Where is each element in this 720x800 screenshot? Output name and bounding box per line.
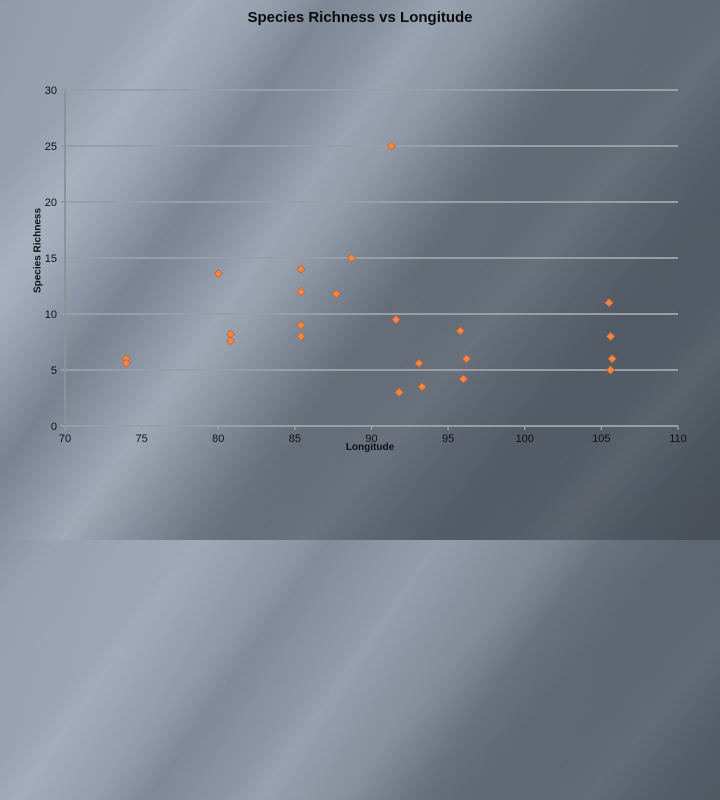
x-tick-label: 70 — [59, 433, 71, 445]
x-tick-label: 85 — [289, 433, 301, 445]
data-point-marker — [414, 358, 424, 368]
data-point-marker — [606, 331, 616, 341]
x-tick-label: 105 — [592, 433, 610, 445]
data-point-marker — [458, 374, 469, 384]
data-point-marker — [296, 320, 306, 330]
data-point-marker — [296, 264, 306, 274]
y-tick-label: 30 — [45, 85, 57, 97]
data-point-marker — [225, 336, 236, 346]
x-tick-label: 75 — [136, 433, 148, 445]
data-point-marker — [121, 358, 131, 368]
data-point-marker — [296, 331, 306, 341]
data-point-marker — [347, 253, 357, 263]
data-point-marker — [213, 269, 223, 279]
x-tick-label: 80 — [212, 433, 224, 445]
data-point-marker — [394, 387, 404, 397]
data-point-marker — [604, 298, 614, 308]
data-point-marker — [455, 326, 465, 336]
chart-title: Species Richness vs Longitude — [247, 9, 473, 26]
data-point-marker — [296, 287, 306, 297]
y-tick-label: 15 — [45, 253, 57, 265]
data-point-marker — [391, 315, 401, 325]
data-point-marker — [461, 354, 472, 364]
data-point-marker — [607, 354, 617, 364]
y-tick-label: 0 — [51, 421, 57, 433]
y-axis-label: Species Richness — [32, 207, 44, 294]
y-tick-label: 25 — [45, 141, 57, 153]
x-tick-label: 100 — [516, 433, 534, 445]
y-tick-label: 10 — [45, 309, 57, 321]
x-tick-label: 110 — [669, 433, 687, 445]
x-tick-label: 95 — [442, 433, 454, 445]
y-tick-label: 20 — [45, 197, 57, 209]
x-axis-label: Longitude — [345, 442, 395, 453]
scatter-plot-area: 0 5 10 15 20 25 30 70 75 80 85 90 95 100 105 110 — [45, 85, 687, 445]
y-tick-label: 5 — [51, 365, 57, 377]
data-point-marker — [386, 141, 396, 151]
data-point-marker — [417, 382, 427, 392]
data-point-marker — [331, 289, 341, 299]
data-point-marker — [606, 365, 616, 375]
x-tick-label: 90 — [365, 433, 377, 445]
